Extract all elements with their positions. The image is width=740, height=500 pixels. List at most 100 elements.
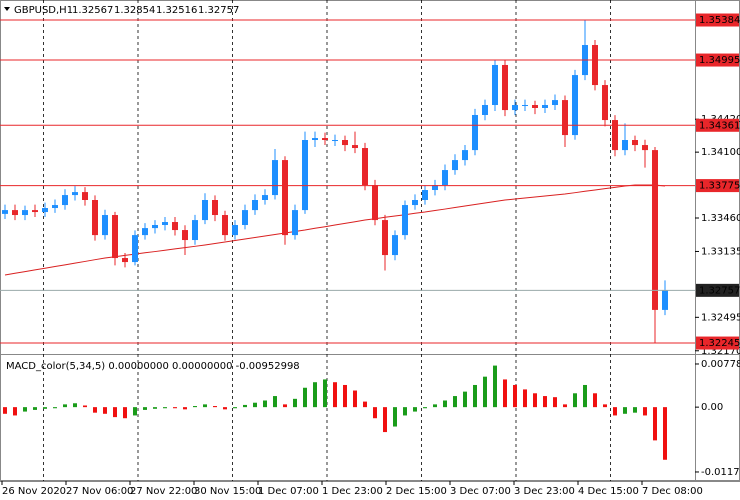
macd-bar bbox=[573, 393, 577, 408]
macd-bar bbox=[153, 407, 157, 409]
macd-bar bbox=[343, 384, 347, 408]
macd-bar bbox=[653, 407, 657, 441]
level-label-box bbox=[696, 53, 739, 67]
macd-bar bbox=[413, 407, 417, 412]
macd-bar bbox=[163, 407, 167, 409]
candle-body bbox=[352, 145, 358, 149]
candle-body bbox=[422, 190, 428, 201]
y-tick-label: 1.32495 bbox=[701, 312, 740, 323]
x-tick-label: 3 Dec 07:00 bbox=[450, 486, 511, 497]
candle-body bbox=[162, 222, 168, 226]
x-tick-label: 26 Nov 2020 bbox=[2, 486, 66, 497]
candle-body bbox=[552, 100, 558, 106]
current-price-label: 1.32757 bbox=[699, 285, 740, 296]
y2-tick-label: 0.00 bbox=[701, 402, 723, 413]
quote-value: 1.32757 bbox=[198, 5, 239, 16]
macd-bar bbox=[113, 407, 117, 418]
macd-bar bbox=[203, 404, 207, 408]
macd-bar bbox=[263, 400, 267, 408]
macd-bar bbox=[213, 406, 217, 408]
indicator-title: MACD_color(5,34,5) 0.00000000 0.00000000… bbox=[6, 361, 300, 372]
macd-bar bbox=[273, 396, 277, 408]
candle-body bbox=[12, 210, 18, 216]
candle-body bbox=[152, 225, 158, 229]
candle-body bbox=[662, 290, 668, 310]
candle-body bbox=[642, 145, 648, 151]
macd-bar bbox=[453, 396, 457, 408]
candle-body bbox=[652, 150, 658, 310]
macd-bar bbox=[493, 365, 497, 408]
level-label: 1.35384 bbox=[699, 15, 740, 26]
candle-body bbox=[542, 105, 548, 108]
macd-bar bbox=[103, 407, 107, 414]
candle-body bbox=[512, 105, 518, 111]
candle-body bbox=[522, 105, 528, 107]
candle-body bbox=[252, 200, 258, 211]
macd-bar bbox=[173, 407, 177, 409]
macd-bar bbox=[233, 407, 237, 409]
level-label-box bbox=[696, 179, 739, 193]
x-tick-label: 27 Nov 22:00 bbox=[130, 486, 197, 497]
candle-body bbox=[292, 210, 298, 236]
macd-bar bbox=[623, 407, 627, 414]
y-tick-label: 1.32170 bbox=[701, 346, 740, 357]
macd-bar bbox=[53, 407, 57, 409]
macd-bar bbox=[313, 382, 317, 408]
macd-bar bbox=[373, 407, 377, 419]
candle-body bbox=[502, 64, 508, 111]
macd-bar bbox=[243, 404, 247, 408]
x-tick-label: 2 Dec 15:00 bbox=[386, 486, 447, 497]
macd-bar bbox=[143, 407, 147, 410]
macd-bar bbox=[433, 404, 437, 408]
macd-bar bbox=[583, 384, 587, 408]
macd-bar bbox=[483, 376, 487, 408]
macd-bar bbox=[353, 390, 357, 408]
macd-bar bbox=[293, 398, 297, 408]
macd-bar bbox=[43, 407, 47, 409]
x-tick-label: 1 Dec 23:00 bbox=[322, 486, 383, 497]
quote-value: 1.32516 bbox=[156, 5, 197, 16]
macd-bar bbox=[363, 401, 367, 408]
y-tick-label: 1.33135 bbox=[701, 246, 740, 257]
level-label-box bbox=[696, 118, 739, 132]
macd-bar bbox=[123, 407, 127, 419]
candle-body bbox=[32, 210, 38, 213]
candle-body bbox=[462, 150, 468, 161]
macd-bar bbox=[473, 384, 477, 408]
macd-bar bbox=[83, 405, 87, 408]
candle-body bbox=[2, 210, 8, 214]
macd-bar bbox=[73, 403, 77, 408]
candle-body bbox=[202, 200, 208, 221]
candle-body bbox=[382, 220, 388, 256]
candle-body bbox=[102, 215, 108, 236]
candle-body bbox=[372, 185, 378, 221]
macd-bar bbox=[383, 407, 387, 433]
macd-bar bbox=[13, 407, 17, 416]
candle-body bbox=[622, 140, 628, 151]
candle-body bbox=[562, 100, 568, 136]
macd-bar bbox=[303, 387, 307, 408]
macd-bar bbox=[323, 379, 327, 408]
quote-value: 1.32567 bbox=[72, 5, 113, 16]
candle-body bbox=[532, 105, 538, 108]
macd-bar bbox=[603, 404, 607, 408]
candle-body bbox=[82, 192, 88, 201]
candle-body bbox=[22, 210, 28, 216]
y2-tick-label: -0.011702 bbox=[701, 467, 740, 478]
level-label: 1.34995 bbox=[699, 55, 740, 66]
macd-bar bbox=[393, 407, 397, 427]
macd-bar bbox=[253, 402, 257, 408]
candle-body bbox=[242, 210, 248, 226]
x-tick-label: 3 Dec 23:00 bbox=[514, 486, 575, 497]
candle-body bbox=[262, 195, 268, 201]
candle-body bbox=[112, 215, 118, 259]
x-tick-label: 7 Dec 08:00 bbox=[642, 486, 703, 497]
macd-bar bbox=[333, 382, 337, 408]
macd-bar bbox=[63, 404, 67, 408]
level-label: 1.33775 bbox=[699, 181, 740, 192]
candle-body bbox=[472, 114, 478, 151]
candle-body bbox=[362, 148, 368, 186]
macd-bar bbox=[663, 407, 667, 460]
candle-body bbox=[92, 200, 98, 236]
